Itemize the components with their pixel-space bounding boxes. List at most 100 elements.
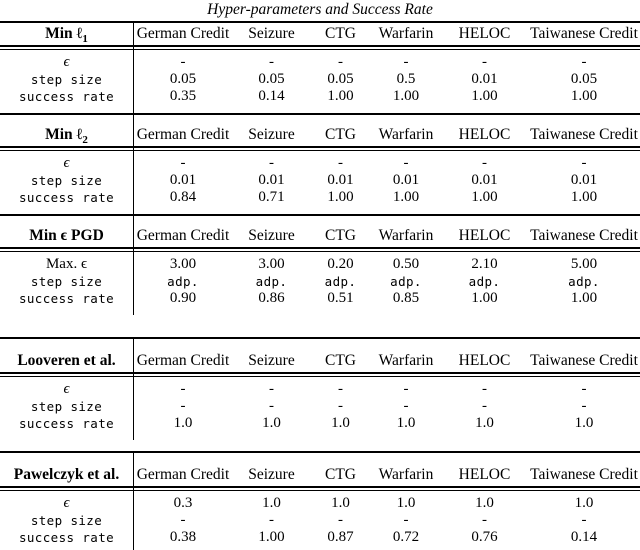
value-cell: -: [581, 398, 587, 414]
value-cell: 1.00: [327, 189, 354, 205]
table-row-step-size: step size 0.01 0.01 0.01 0.01 0.01 0.01: [0, 172, 640, 189]
row-label: ϵ: [63, 495, 70, 511]
column-header: CTG: [325, 466, 356, 483]
table-section-min-eps-pgd: Min ϵ PGD German Credit Seizure CTG Warf…: [0, 214, 640, 315]
value-cell: 0.50: [392, 256, 420, 272]
section-title-text: Min ϵ PGD: [29, 227, 104, 244]
value-cell: -: [581, 381, 587, 397]
value-cell: -: [269, 155, 274, 171]
value-cell: adp.: [324, 274, 357, 289]
table-row-step-size: step size 0.05 0.05 0.05 0.5 0.01 0.05: [0, 71, 640, 88]
table-section-pawelczyk: Pawelczyk et al. German Credit Seizure C…: [0, 451, 640, 550]
column-header: CTG: [325, 126, 356, 143]
table-header-row: Min ℓ2 German Credit Seizure CTG Warfari…: [0, 115, 640, 146]
value-cell: -: [581, 512, 587, 528]
value-cell: 1.00: [570, 88, 598, 104]
table-row-max-epsilon: Max. ϵ 3.00 3.00 0.20 0.50 2.10 5.00: [0, 256, 640, 273]
value-cell: -: [180, 512, 186, 528]
value-cell: 0.87: [327, 529, 354, 545]
row-label: success rate: [18, 291, 115, 306]
column-header: HELOC: [458, 466, 511, 483]
double-rule: [0, 247, 640, 252]
table-row-success-rate: success rate 0.90 0.86 0.51 0.85 1.00 1.…: [0, 290, 640, 307]
value-cell: -: [269, 512, 274, 528]
section-title-text: Min ℓ: [45, 126, 83, 143]
value-cell: 3.00: [169, 256, 197, 272]
table-body: ϵ - - - - - - step size 0.05 0.05 0.05 0…: [0, 50, 640, 113]
row-label: success rate: [18, 89, 115, 104]
section-title: Looveren et al.: [0, 351, 133, 372]
value-cell: 1.00: [392, 88, 420, 104]
column-header: German Credit: [136, 126, 230, 143]
value-cell: 0.01: [471, 71, 498, 87]
table-row-epsilon: ϵ - - - - - -: [0, 54, 640, 71]
section-title: Pawelczyk et al.: [0, 465, 133, 486]
column-header: Warfarin: [378, 352, 434, 369]
value-cell: 1.0: [262, 415, 281, 431]
value-cell: 1.0: [574, 415, 594, 431]
column-header: CTG: [325, 25, 356, 42]
section-title-text: Min ℓ: [45, 25, 83, 42]
table-title: Hyper-parameters and Success Rate: [207, 1, 433, 18]
value-cell: 0.76: [471, 529, 498, 545]
column-header: Taiwanese Credit: [530, 227, 638, 244]
value-cell: 0.85: [392, 290, 420, 306]
value-cell: 1.0: [574, 495, 594, 511]
section-title-text: Looveren et al.: [17, 352, 116, 369]
value-cell: 0.14: [570, 529, 598, 545]
value-cell: 0.90: [169, 290, 197, 306]
value-cell: 1.00: [392, 189, 420, 205]
table-body: ϵ - - - - - - step size 0.01 0.01 0.01 0…: [0, 151, 640, 214]
value-cell: 3.00: [258, 256, 285, 272]
column-header: Taiwanese Credit: [530, 466, 638, 483]
value-cell: -: [581, 155, 587, 171]
table-section-looveren: Looveren et al. German Credit Seizure CT…: [0, 337, 640, 440]
column-header: Taiwanese Credit: [530, 25, 638, 42]
section-title-text: Pawelczyk et al.: [13, 466, 120, 483]
value-cell: 1.00: [471, 189, 498, 205]
column-header: CTG: [325, 352, 356, 369]
column-header: German Credit: [136, 25, 230, 42]
value-cell: -: [581, 54, 587, 70]
row-label: success rate: [18, 190, 115, 205]
section-title: Min ϵ PGD: [0, 226, 133, 247]
column-header: German Credit: [136, 352, 230, 369]
table-row-epsilon: ϵ - - - - - -: [0, 155, 640, 172]
value-cell: adp.: [390, 274, 422, 289]
value-cell: -: [338, 54, 343, 70]
value-cell: 1.00: [471, 88, 498, 104]
table-row-step-size: step size - - - - - -: [0, 398, 640, 415]
value-cell: 1.00: [570, 290, 598, 306]
value-cell: adp.: [568, 274, 600, 289]
table-header-row: Pawelczyk et al. German Credit Seizure C…: [0, 453, 640, 486]
row-label: ϵ: [63, 54, 70, 70]
value-cell: 1.0: [475, 415, 494, 431]
column-header: Seizure: [248, 126, 295, 143]
value-cell: 0.71: [258, 189, 285, 205]
value-cell: -: [403, 398, 409, 414]
value-cell: 1.00: [327, 88, 354, 104]
value-cell: 0.38: [169, 529, 197, 545]
value-cell: 0.01: [570, 172, 598, 188]
table-body: ϵ 0.3 1.0 1.0 1.0 1.0 1.0 step size - - …: [0, 491, 640, 550]
value-cell: -: [338, 512, 343, 528]
value-cell: 5.00: [570, 256, 598, 272]
table-row-success-rate: success rate 0.35 0.14 1.00 1.00 1.00 1.…: [0, 88, 640, 105]
double-rule: [0, 486, 640, 491]
value-cell: 0.72: [392, 529, 420, 545]
column-header: Warfarin: [378, 126, 434, 143]
value-cell: 1.00: [570, 189, 598, 205]
value-cell: 1.0: [331, 415, 350, 431]
table-row-epsilon: ϵ - - - - - -: [0, 381, 640, 398]
row-label: ϵ: [63, 155, 70, 171]
value-cell: 0.05: [258, 71, 285, 87]
table-header-row: Min ϵ PGD German Credit Seizure CTG Warf…: [0, 216, 640, 247]
table-header-row: Looveren et al. German Credit Seizure CT…: [0, 339, 640, 372]
row-label: step size: [30, 173, 103, 188]
section-title-subscript: 1: [82, 33, 88, 46]
table-body: ϵ - - - - - - step size - - - - - - succ…: [0, 377, 640, 440]
value-cell: -: [338, 155, 343, 171]
value-cell: adp.: [468, 274, 501, 289]
section-title: Min ℓ2: [0, 125, 133, 146]
value-cell: 0.05: [327, 71, 354, 87]
